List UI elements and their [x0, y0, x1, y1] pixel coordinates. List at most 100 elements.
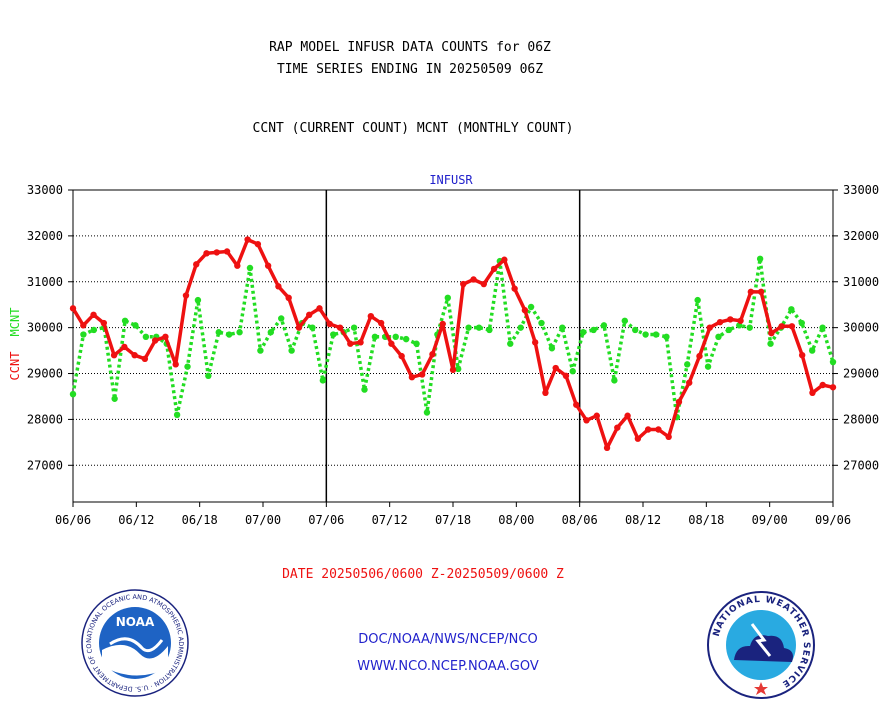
data-point-mcnt — [652, 331, 660, 338]
data-point-ccnt — [213, 249, 220, 256]
data-point-ccnt — [182, 292, 190, 299]
data-point-ccnt — [593, 412, 600, 419]
chart-title-line: TIME SERIES ENDING IN 20250509 06Z — [277, 62, 543, 77]
y-tick-label-left: 31000 — [27, 275, 63, 289]
data-point-mcnt — [371, 333, 379, 341]
data-point-ccnt — [275, 283, 282, 290]
data-point-ccnt — [69, 305, 77, 312]
data-point-ccnt — [418, 371, 426, 378]
data-point-mcnt — [392, 333, 399, 341]
data-point-mcnt — [80, 331, 87, 338]
data-point-mcnt — [538, 319, 545, 327]
data-point-mcnt — [486, 326, 493, 334]
data-point-ccnt — [696, 352, 703, 360]
x-tick-label: 07/06 — [308, 513, 344, 527]
data-point-mcnt — [142, 333, 150, 341]
x-tick-label: 08/18 — [688, 513, 724, 527]
data-point-mcnt — [694, 296, 701, 304]
data-point-ccnt — [747, 288, 755, 296]
data-point-ccnt — [675, 398, 683, 406]
nws-logo: NATIONAL WEATHER SERVICE — [707, 591, 815, 699]
data-point-mcnt — [194, 296, 202, 304]
y-axis-label-right: MCNT — [8, 308, 22, 337]
data-point-ccnt — [480, 280, 488, 288]
data-point-mcnt — [559, 324, 566, 331]
data-point-ccnt — [193, 261, 200, 268]
data-point-mcnt — [746, 324, 753, 331]
data-point-ccnt — [511, 285, 518, 292]
data-point-mcnt — [278, 315, 285, 322]
data-point-ccnt — [686, 379, 693, 386]
data-point-ccnt — [490, 265, 498, 273]
data-point-mcnt — [829, 358, 837, 366]
data-point-ccnt — [470, 276, 477, 283]
chart-titles: RAP MODEL INFUSR DATA COUNTS for 06Z TIME… — [253, 40, 574, 582]
data-point-ccnt — [449, 366, 457, 374]
data-point-ccnt — [223, 248, 231, 255]
org-path-text: DOC/NOAA/NWS/NCEP/NCO — [358, 632, 538, 647]
data-point-mcnt — [69, 390, 77, 398]
data-point-mcnt — [517, 324, 524, 331]
x-tick-label: 08/06 — [562, 513, 598, 527]
data-point-mcnt — [663, 333, 670, 341]
data-point-ccnt — [347, 340, 354, 347]
data-point-mcnt — [590, 326, 597, 334]
data-point-mcnt — [215, 329, 222, 336]
data-point-mcnt — [246, 264, 254, 272]
data-point-mcnt — [798, 319, 805, 327]
data-point-ccnt — [244, 236, 251, 243]
data-point-ccnt — [644, 426, 652, 433]
data-point-ccnt — [521, 307, 529, 314]
data-point-mcnt — [819, 324, 826, 331]
data-point-mcnt — [423, 409, 431, 416]
y-tick-label-left: 27000 — [27, 458, 63, 472]
data-point-ccnt — [768, 329, 775, 337]
data-point-mcnt — [267, 329, 275, 336]
data-point-mcnt — [444, 294, 451, 302]
data-point-ccnt — [562, 372, 570, 380]
data-point-mcnt — [288, 347, 295, 354]
data-point-ccnt — [439, 320, 446, 328]
data-point-ccnt — [336, 324, 344, 331]
data-point-mcnt — [184, 363, 191, 370]
data-point-ccnt — [716, 318, 724, 326]
chart-subtitle: CCNT (CURRENT COUNT) MCNT (MONTHLY COUNT… — [253, 121, 574, 136]
data-point-mcnt — [579, 329, 587, 336]
data-point-mcnt — [527, 303, 535, 311]
x-tick-label: 08/00 — [498, 513, 534, 527]
data-point-ccnt — [141, 355, 149, 363]
data-point-ccnt — [162, 333, 169, 341]
data-point-ccnt — [542, 389, 549, 396]
noaa-logo: NATIONAL OCEANIC AND ATMOSPHERIC ADMINIS… — [80, 588, 189, 697]
data-point-ccnt — [80, 322, 87, 329]
data-point-mcnt — [548, 345, 556, 352]
data-point-ccnt — [151, 337, 159, 344]
x-tick-label: 08/12 — [625, 513, 661, 527]
data-point-ccnt — [624, 412, 631, 419]
data-point-ccnt — [757, 288, 765, 296]
data-point-mcnt — [455, 365, 462, 373]
x-tick-label: 09/00 — [752, 513, 788, 527]
y-tick-label-left: 28000 — [27, 412, 63, 426]
series-line-ccnt — [71, 237, 834, 450]
data-point-ccnt — [100, 319, 108, 327]
data-point-ccnt — [573, 401, 580, 408]
data-point-mcnt — [611, 377, 618, 384]
data-point-ccnt — [131, 351, 138, 359]
data-point-mcnt — [725, 326, 733, 334]
y-tick-label-right: 31000 — [843, 275, 879, 289]
data-point-mcnt — [569, 368, 576, 375]
data-point-ccnt — [819, 381, 826, 389]
data-point-ccnt — [798, 351, 806, 359]
data-point-ccnt — [552, 364, 559, 372]
data-point-ccnt — [90, 311, 97, 318]
data-point-mcnt — [621, 317, 628, 324]
data-point-ccnt — [264, 262, 272, 269]
series-line-mcnt — [71, 257, 835, 419]
y-tick-label-left: 29000 — [27, 367, 63, 381]
x-tick-label: 09/06 — [815, 513, 851, 527]
chart-title-line: RAP MODEL INFUSR DATA COUNTS for 06Z — [269, 40, 551, 55]
data-point-ccnt — [603, 444, 611, 452]
data-point-mcnt — [465, 324, 472, 331]
